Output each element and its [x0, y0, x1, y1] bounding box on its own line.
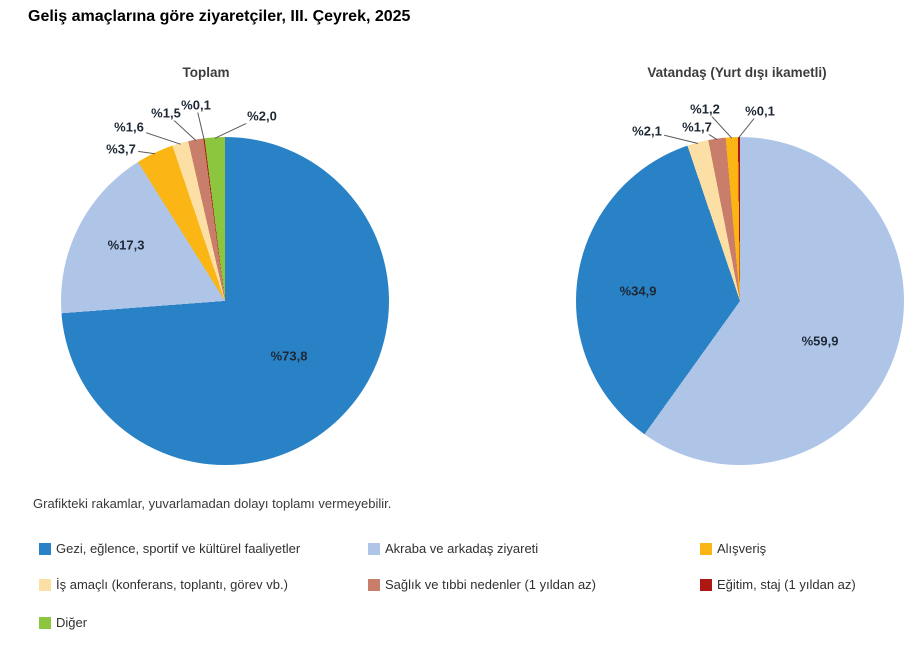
legend-label-saglik: Sağlık ve tıbbi nedenler (1 yıldan az) [385, 577, 597, 592]
legend-item-saglik: Sağlık ve tıbbi nedenler (1 yıldan az) [368, 577, 596, 592]
pie-chart-toplam [61, 137, 389, 465]
data-label-alisveris-pie0: %3,7 [104, 141, 138, 157]
legend-label-egitim: Eğitim, staj (1 yıldan az) [717, 577, 856, 592]
rounding-note: Grafikteki rakamlar, yuvarlamadan dolayı… [33, 496, 392, 511]
legend-swatch-alisveris [700, 542, 712, 555]
legend-item-akraba: Akraba ve arkadaş ziyareti [368, 541, 538, 556]
legend-label-akraba: Akraba ve arkadaş ziyareti [385, 541, 539, 556]
legend-label-diger: Diğer [56, 615, 88, 630]
legend-item-egitim: Eğitim, staj (1 yıldan az) [700, 577, 856, 592]
legend-swatch-akraba [368, 542, 380, 555]
legend-label-gezi: Gezi, eğlence, sportif ve kültürel faali… [56, 541, 301, 556]
legend-item-diger: Diğer [39, 615, 87, 630]
data-label-akraba-pie1: %59,9 [801, 333, 839, 349]
pie-chart-vatandas [576, 137, 904, 465]
legend-swatch-egitim [700, 578, 712, 591]
legend-swatch-is [39, 578, 51, 591]
pie-title-toplam: Toplam [182, 65, 230, 80]
data-label-saglik-pie1: %1,7 [680, 119, 714, 135]
data-label-gezi-pie1: %34,9 [619, 283, 657, 299]
data-label-diger-pie0: %2,0 [245, 108, 279, 124]
data-label-saglik-pie0: %1,5 [149, 105, 183, 121]
data-label-is-pie0: %1,6 [112, 119, 146, 135]
legend-swatch-gezi [39, 542, 51, 555]
legend-label-is: İş amaçlı (konferans, toplantı, görev vb… [56, 577, 288, 592]
data-label-egitim-pie1: %0,1 [743, 103, 777, 119]
data-label-egitim-pie0: %0,1 [179, 97, 213, 113]
legend-item-alisveris: Alışveriş [700, 541, 766, 556]
legend-swatch-diger [39, 616, 51, 629]
data-label-gezi-pie0: %73,8 [270, 348, 308, 364]
data-label-akraba-pie0: %17,3 [107, 237, 145, 253]
legend-item-is: İş amaçlı (konferans, toplantı, görev vb… [39, 577, 288, 592]
pie-title-vatandas: Vatandaş (Yurt dışı ikametli) [647, 65, 827, 80]
data-label-is-pie1: %2,1 [630, 123, 664, 139]
page-title: Geliş amaçlarına göre ziyaretçiler, III.… [28, 8, 411, 25]
legend-swatch-saglik [368, 578, 380, 591]
legend-item-gezi: Gezi, eğlence, sportif ve kültürel faali… [39, 541, 300, 556]
data-label-alisveris-pie1: %1,2 [688, 101, 722, 117]
legend-label-alisveris: Alışveriş [717, 541, 767, 556]
